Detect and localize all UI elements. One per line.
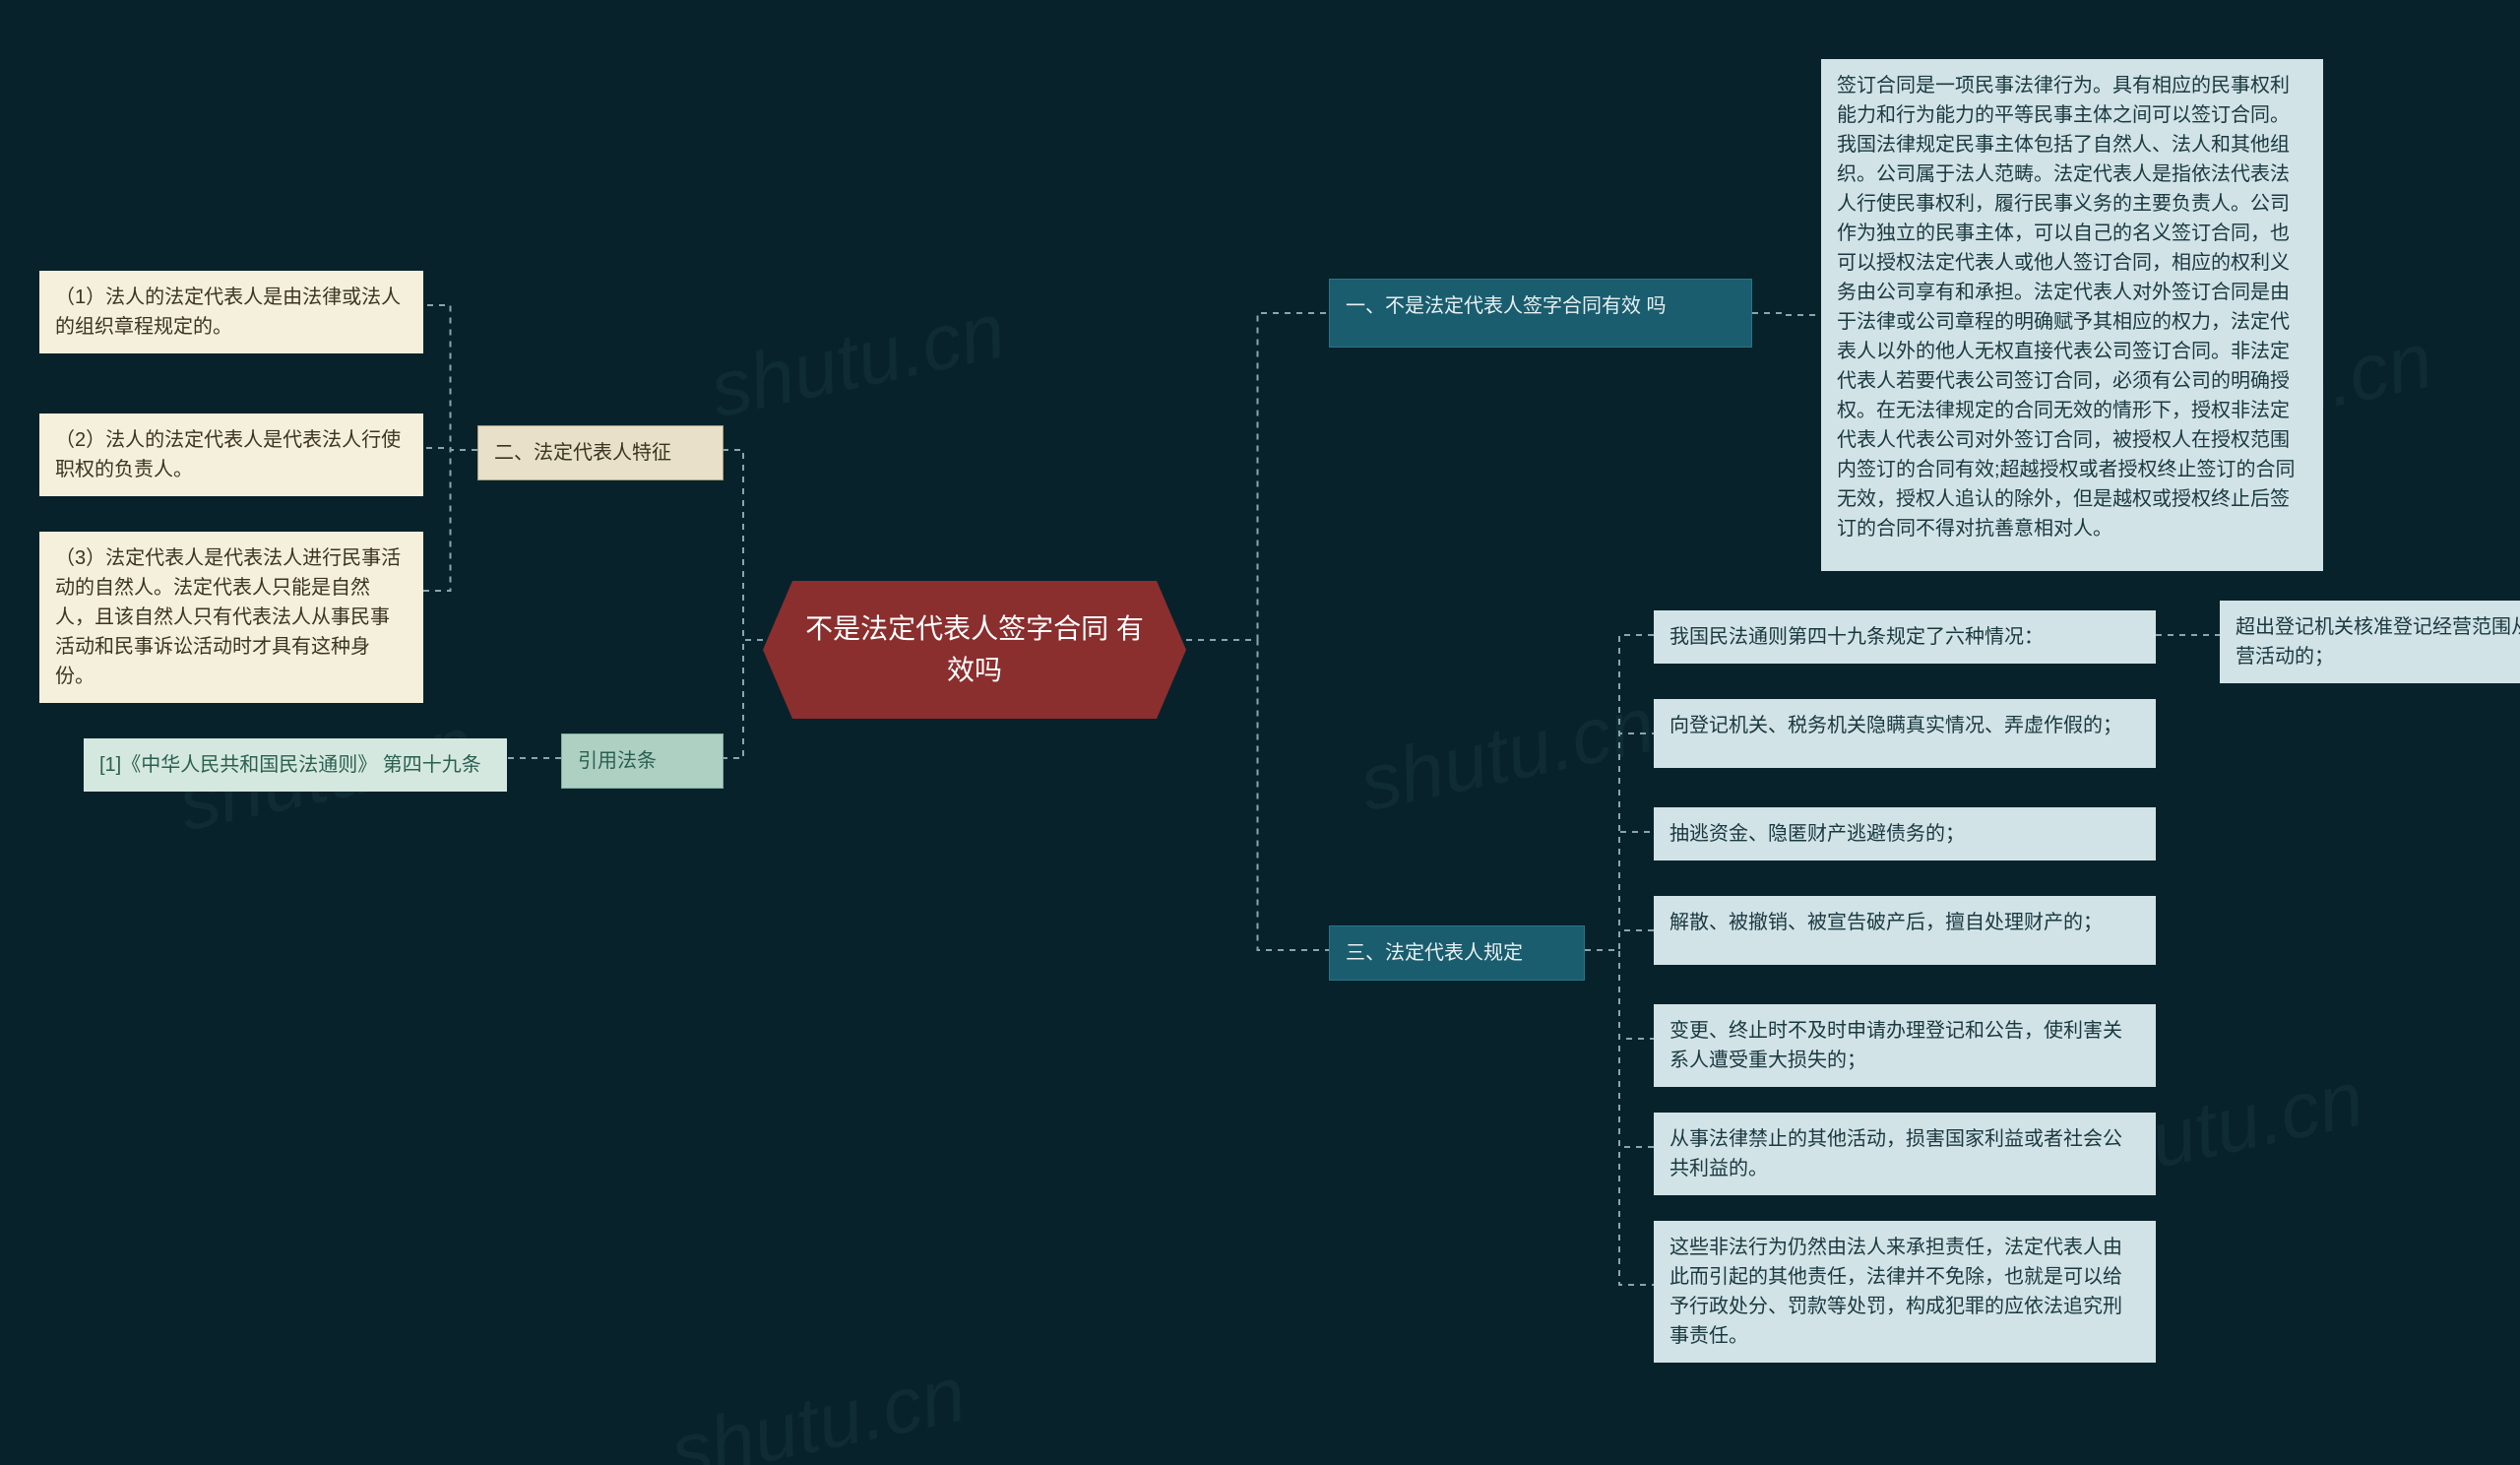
branch-1-leaf-1: 签订合同是一项民事法律行为。具有相应的民事权利能力和行为能力的平等民事主体之间可… <box>1821 59 2323 571</box>
branch-2-leaf-1: （1）法人的法定代表人是由法律或法人的组织章程规定的。 <box>39 271 423 353</box>
watermark: shutu.cn <box>1353 679 1663 830</box>
branch-3-leaf-7: 这些非法行为仍然由法人来承担责任，法定代表人由此而引起的其他责任，法律并不免除，… <box>1654 1221 2156 1363</box>
branch-3-leaf-2: 向登记机关、税务机关隐瞒真实情况、弄虚作假的； <box>1654 699 2156 768</box>
branch-2-leaf-3: （3）法定代表人是代表法人进行民事活动的自然人。法定代表人只能是自然人，且该自然… <box>39 532 423 703</box>
branch-3-leaf-4: 解散、被撤销、被宣告破产后，擅自处理财产的； <box>1654 896 2156 965</box>
branch-2-leaf-2: （2）法人的法定代表人是代表法人行使职权的负责人。 <box>39 414 423 496</box>
watermark: shutu.cn <box>703 286 1013 436</box>
watermark: shutu.cn <box>663 1349 974 1465</box>
branch-4[interactable]: 引用法条 <box>561 733 724 789</box>
branch-3[interactable]: 三、法定代表人规定 <box>1329 925 1585 981</box>
branch-4-leaf-1: [1]《中华人民共和国民法通则》 第四十九条 <box>84 738 507 792</box>
root-node[interactable]: 不是法定代表人签字合同 有效吗 <box>763 581 1186 719</box>
branch-2[interactable]: 二、法定代表人特征 <box>477 425 724 480</box>
branch-3-leaf-1: 我国民法通则第四十九条规定了六种情况： <box>1654 610 2156 664</box>
branch-3-leaf-6: 从事法律禁止的其他活动，损害国家利益或者社会公共利益的。 <box>1654 1113 2156 1195</box>
branch-3-leaf-5: 变更、终止时不及时申请办理登记和公告，使利害关系人遭受重大损失的； <box>1654 1004 2156 1087</box>
branch-3-leaf-3: 抽逃资金、隐匿财产逃避债务的； <box>1654 807 2156 860</box>
branch-3-leaf-1a: 超出登记机关核准登记经营范围从事非法经营活动的； <box>2220 601 2520 683</box>
branch-1[interactable]: 一、不是法定代表人签字合同有效 吗 <box>1329 279 1752 348</box>
